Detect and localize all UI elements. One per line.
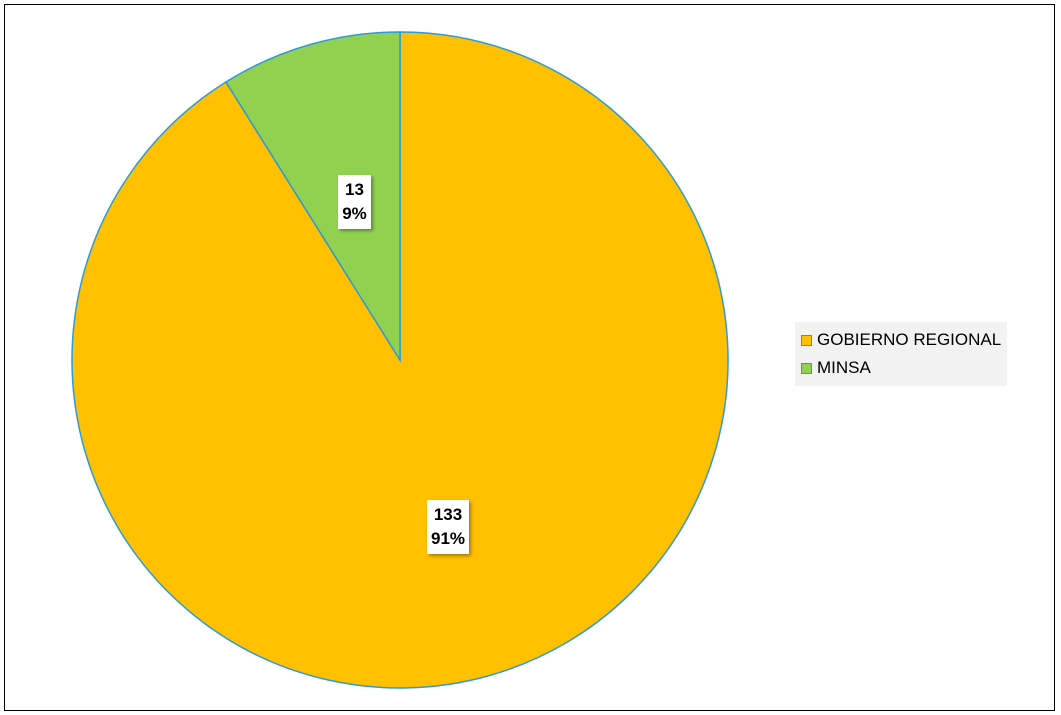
- data-label-percent: 91%: [430, 529, 466, 549]
- legend-item-gobierno-regional: GOBIERNO REGIONAL: [801, 326, 1001, 354]
- pie-slice-gobierno-regional: [71, 31, 729, 689]
- legend-swatch: [801, 362, 812, 374]
- legend: GOBIERNO REGIONAL MINSA: [795, 322, 1008, 386]
- legend-label: MINSA: [817, 358, 871, 377]
- pie-slice-minsa: [224, 31, 401, 363]
- data-label-minsa: 13 9%: [338, 175, 371, 230]
- legend-label: GOBIERNO REGIONAL: [817, 330, 1002, 349]
- legend-swatch: [801, 334, 812, 346]
- data-label-value: 133: [433, 505, 463, 525]
- data-label-percent: 9%: [342, 204, 367, 224]
- data-label-gobierno-regional: 133 91%: [426, 500, 470, 555]
- legend-item-minsa: MINSA: [801, 354, 1001, 382]
- data-label-value: 13: [345, 180, 364, 200]
